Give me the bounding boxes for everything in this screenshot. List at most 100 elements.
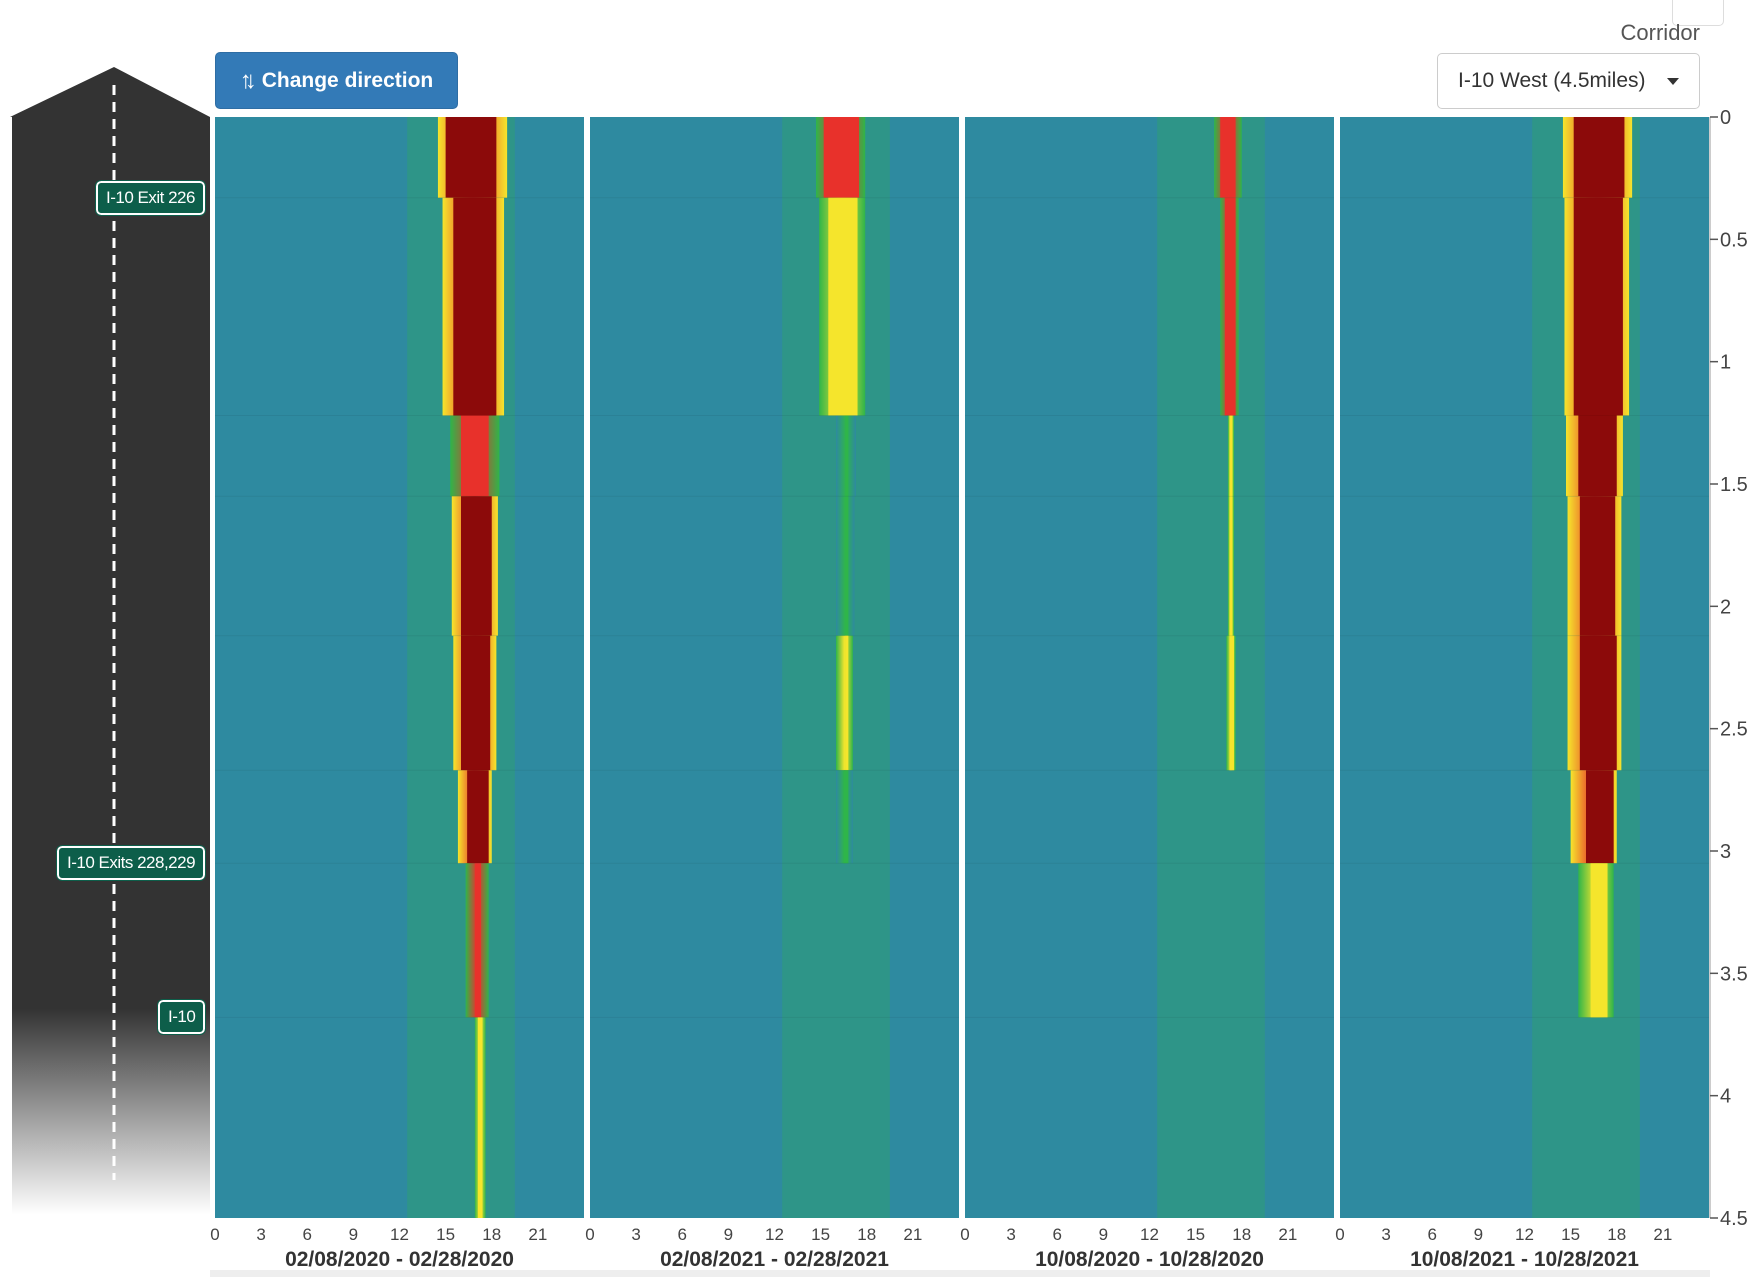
heatmap-panel-background [1340,117,1709,1218]
heatmap-cell-core [1573,117,1625,198]
heatmap-cell-core [1224,197,1236,416]
panel-date-range: 02/08/2020 - 02/28/2020 [285,1248,514,1271]
bottom-scroll-strip [210,1270,1710,1277]
heatmap-cell-core [1229,635,1235,771]
x-tick-label: 3 [1006,1225,1015,1244]
x-tick-label: 18 [857,1225,876,1244]
panel-date-range: 10/08/2020 - 10/28/2020 [1035,1248,1264,1271]
x-tick-label: 21 [1653,1225,1672,1244]
heatmap-cell-core [467,770,489,864]
heatmap-cell [836,415,856,497]
corridor-label: Corridor [1620,20,1700,45]
road-direction-arrow [10,67,210,1215]
heatmap-pm-band [782,117,890,1218]
x-tick-label: 6 [678,1225,687,1244]
y-tick-label: 4 [1720,1086,1731,1108]
heatmap-cell-core [1573,197,1623,416]
heatmap-cell-core [823,117,860,198]
x-tick-label: 9 [724,1225,733,1244]
heatmap-cell-core [845,496,849,636]
x-tick-label: 0 [1335,1225,1344,1244]
x-tick-label: 21 [903,1225,922,1244]
heatmap-cell [465,863,489,1018]
heatmap-cell [453,635,497,771]
heatmap-cell [474,1017,486,1218]
heatmap-cell-core [1579,496,1616,636]
heatmap-cell [1226,635,1236,771]
y-tick-label: 1.5 [1720,474,1748,496]
heatmap-cell [437,117,508,198]
x-tick-label: 12 [1515,1225,1534,1244]
y-tick-label: 2 [1720,596,1731,618]
x-tick-label: 15 [1561,1225,1580,1244]
heatmap-panel-background [215,117,584,1218]
y-tick-label: 2.5 [1720,719,1748,741]
change-direction-button[interactable]: ↑↓ Change direction [215,52,458,109]
heatmap-cell-core [1590,863,1608,1018]
heatmap-cell [1578,863,1614,1018]
heatmap-cell [836,496,855,636]
heatmap-cell [442,197,505,416]
heatmap-cell-core [445,117,497,198]
x-tick-label: 18 [1232,1225,1251,1244]
x-tick-label: 3 [1381,1225,1390,1244]
ramp-label: I-10 Exits 228,229 [55,845,207,882]
x-tick-label: 9 [349,1225,358,1244]
ramp-label: I-10 [156,999,207,1036]
x-tick-label: 9 [1474,1225,1483,1244]
x-tick-label: 6 [303,1225,312,1244]
heatmap-pm-band [1157,117,1265,1218]
y-tick-label: 4.5 [1720,1208,1748,1230]
panel-separator [1334,117,1340,1218]
x-tick-label: 6 [1053,1225,1062,1244]
heatmap-cell-core [477,1017,483,1218]
heatmap-cell-core [461,496,492,636]
heatmap-cell [457,770,492,864]
heatmap-cell [816,117,866,198]
x-tick-label: 12 [390,1225,409,1244]
x-tick-label: 21 [528,1225,547,1244]
heatmap-cell [836,770,853,864]
x-tick-label: 15 [1186,1225,1205,1244]
heatmap-cell [1566,415,1623,497]
x-tick-label: 15 [436,1225,455,1244]
heatmap-cell-core [1579,635,1617,771]
x-tick-label: 6 [1428,1225,1437,1244]
heatmap-cell [836,635,853,771]
heatmap-cell-core [828,197,858,416]
heatmap-cell-core [461,635,491,771]
heatmap-cell-core [453,197,497,416]
x-tick-label: 0 [585,1225,594,1244]
x-tick-label: 0 [210,1225,219,1244]
panel-date-range: 10/08/2021 - 10/28/2021 [1410,1248,1639,1271]
heatmap-cell-core [1220,117,1236,198]
corridor-dropdown-value: I-10 West (4.5miles) [1458,69,1646,92]
up-down-arrows-icon: ↑↓ [239,66,257,94]
heatmap-pm-band [1532,117,1640,1218]
corridor-road-graphic [10,67,210,1215]
y-tick-label: 0.5 [1720,229,1748,251]
heatmap-cell [1227,415,1235,497]
panel-separator [959,117,965,1218]
x-tick-label: 21 [1278,1225,1297,1244]
x-tick-label: 3 [256,1225,265,1244]
heatmap-panel-background [965,117,1334,1218]
change-direction-label: Change direction [261,68,434,92]
x-tick-label: 15 [811,1225,830,1244]
panel-corner-control[interactable] [1672,0,1724,26]
y-tick-label: 3 [1720,841,1731,863]
heatmap-cell [450,415,500,497]
panel-date-range: 02/08/2021 - 02/28/2021 [660,1248,889,1271]
heatmap-cell [451,496,498,636]
heatmap-cell [1567,496,1622,636]
x-tick-label: 12 [765,1225,784,1244]
ramp-label: I-10 Exit 226 [95,179,206,216]
x-tick-label: 18 [482,1225,501,1244]
heatmap-cell-core [1586,770,1614,864]
panel-separator [584,117,590,1218]
x-tick-label: 18 [1607,1225,1626,1244]
heatmap-pm-band [407,117,515,1218]
corridor-dropdown[interactable]: I-10 West (4.5miles) [1437,53,1700,109]
x-tick-label: 12 [1140,1225,1159,1244]
